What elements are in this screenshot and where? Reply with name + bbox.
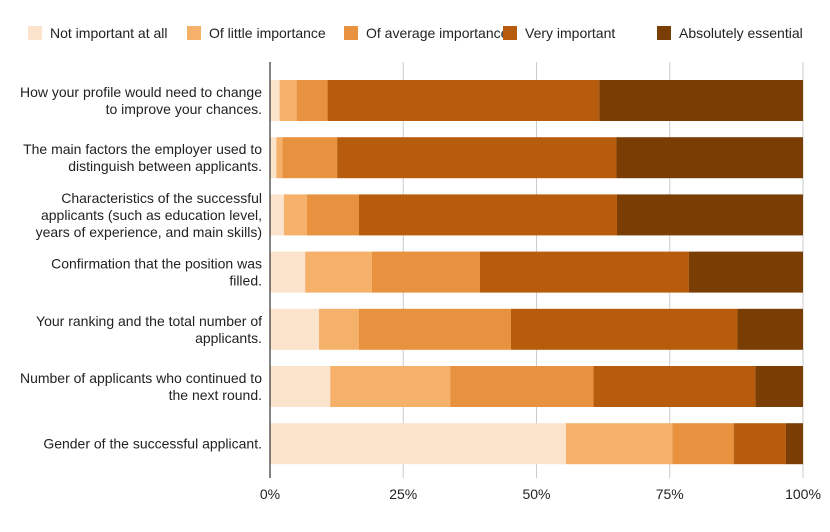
bar-segment[interactable] (371, 251, 481, 293)
bar-segment[interactable] (337, 137, 617, 179)
bar-segment[interactable] (270, 308, 320, 350)
legend-swatch (503, 26, 517, 40)
bar-segment[interactable] (282, 137, 338, 179)
bar-segment[interactable] (270, 137, 277, 179)
bar-segment[interactable] (270, 80, 280, 121)
bar-segment[interactable] (330, 366, 451, 407)
x-tick-label: 50% (522, 486, 550, 502)
category-label: Characteristics of the successful applica… (36, 190, 262, 240)
bar-segment[interactable] (733, 423, 786, 465)
category-label-line: Characteristics of the successful (61, 190, 262, 206)
bar-segment[interactable] (755, 366, 803, 407)
bar-segment[interactable] (327, 80, 600, 121)
bar-segment[interactable] (270, 366, 331, 407)
bar-segment[interactable] (785, 423, 803, 465)
category-label-line: How your profile would need to change (20, 84, 262, 100)
x-tick-label: 75% (656, 486, 684, 502)
category-label-line: years of experience, and main skills) (36, 224, 262, 240)
legend-label: Absolutely essential (679, 25, 803, 41)
bar-segment[interactable] (593, 366, 756, 407)
legend-item[interactable]: Of little importance (187, 25, 326, 41)
legend-swatch (187, 26, 201, 40)
x-axis: 0% 25% 50% 75% 100% (260, 486, 821, 502)
legend-swatch (657, 26, 671, 40)
x-tick-label: 0% (260, 486, 280, 502)
bar-segment[interactable] (319, 308, 360, 350)
bar-segment[interactable] (480, 251, 689, 293)
bar-segment[interactable] (276, 137, 283, 179)
category-label-line: Confirmation that the position was (51, 256, 262, 272)
legend-label: Not important at all (50, 25, 168, 41)
category-label: Your ranking and the total number of appl… (36, 313, 262, 346)
category-label-line: distinguish between applicants. (68, 158, 262, 174)
legend-item[interactable]: Not important at all (28, 25, 168, 41)
bar-segment[interactable] (359, 194, 617, 236)
category-label-line: applicants. (195, 330, 262, 346)
bar-segment[interactable] (599, 80, 803, 121)
bar-segment[interactable] (359, 308, 511, 350)
category-label-line: applicants (such as education level, (41, 207, 262, 223)
bar-segment[interactable] (737, 308, 803, 350)
category-label-line: Number of applicants who continued to (20, 370, 262, 386)
bar-segment[interactable] (672, 423, 734, 465)
legend-label: Of little importance (209, 25, 326, 41)
category-label-line: filled. (229, 273, 262, 289)
bar-segment[interactable] (279, 80, 297, 121)
bar-segment[interactable] (510, 308, 738, 350)
bar-segment[interactable] (270, 251, 306, 293)
x-tick-label: 100% (785, 486, 821, 502)
category-label-line: to improve your chances. (106, 101, 262, 117)
category-label-line: the next round. (169, 387, 262, 403)
bars: How your profile would need to change to … (20, 80, 803, 465)
category-label: How your profile would need to change to … (20, 84, 262, 117)
legend-item[interactable]: Absolutely essential (657, 25, 803, 41)
legend-item[interactable]: Very important (503, 25, 615, 41)
legend: Not important at all Of little importance… (28, 25, 803, 41)
bar-segment[interactable] (306, 194, 360, 236)
category-label: The main factors the employer used to dis… (23, 141, 262, 174)
category-label: Confirmation that the position was filled… (51, 256, 262, 289)
legend-swatch (344, 26, 358, 40)
bar-segment[interactable] (283, 194, 307, 236)
legend-label: Very important (525, 25, 615, 41)
bar-segment[interactable] (616, 137, 803, 179)
bar-segment[interactable] (305, 251, 372, 293)
category-label-line: The main factors the employer used to (23, 141, 262, 157)
x-tick-label: 25% (389, 486, 417, 502)
legend-swatch (28, 26, 42, 40)
bar-segment[interactable] (616, 194, 803, 236)
bar-segment[interactable] (450, 366, 594, 407)
bar-segment[interactable] (270, 194, 284, 236)
category-label-line: Your ranking and the total number of (36, 313, 262, 329)
bar-segment[interactable] (688, 251, 803, 293)
category-label: Number of applicants who continued to the… (20, 370, 262, 403)
bar-segment[interactable] (270, 423, 566, 465)
category-label-line: Gender of the successful applicant. (43, 436, 262, 452)
legend-item[interactable]: Of average importance (344, 25, 509, 41)
category-label: Gender of the successful applicant. (43, 436, 262, 452)
bar-segment[interactable] (296, 80, 328, 121)
legend-label: Of average importance (366, 25, 509, 41)
bar-segment[interactable] (565, 423, 673, 465)
